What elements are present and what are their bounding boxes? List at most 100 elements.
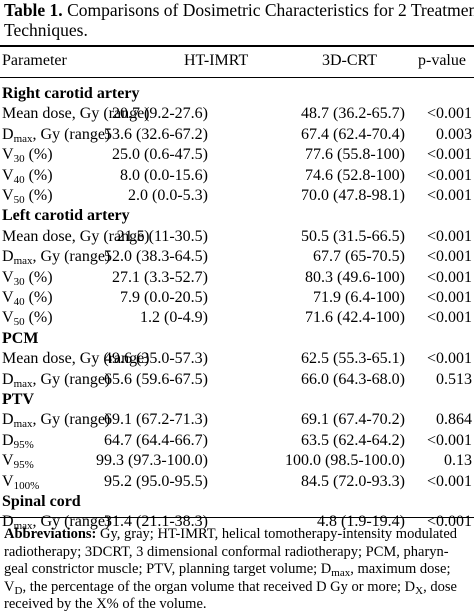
p-value: 0.513 [436,370,472,388]
table-row: Mean dose, Gy (range) 49.6 (35.0-57.3) 62.… [0,349,474,369]
table-row: V50 (%) 2.0 (0.0-5.3) 70.0 (47.8-98.1) <0.0… [0,186,474,206]
top-rule [0,45,474,47]
header-3d-crt: 3D-CRT [322,52,378,69]
crt-value: 63.5 (62.4-64.2) [301,431,405,449]
p-value: <0.001 [426,187,472,204]
parameter-symbol: V [2,309,14,327]
table-row: Dmax, Gy (range) 52.0 (38.3-64.5) 67.7 (65… [0,247,474,267]
crt-value: 66.0 (64.3-68.0) [301,370,405,388]
table-row: V40 (%) 8.0 (0.0-15.6) 74.6 (52.8-100) <0.0… [0,166,474,186]
parameter-subscript: 40 [13,296,25,308]
section-heading: Left carotid artery [2,207,130,225]
crt-value: 48.7 (36.2-65.7) [301,105,405,123]
p-value: <0.001 [426,431,472,449]
parameter-cell: V95% [2,451,34,471]
table-row: Mean dose, Gy (range) 20.7 (9.2-27.6) 48.7… [0,104,474,124]
crt-value: 50.5 (31.5-66.5) [301,227,405,245]
ht-imrt-value: 53.6 (32.6-67.2) [104,125,208,143]
ht-imrt-value: 25.0 (0.6-47.5) [112,146,208,164]
parameter-unit: (%) [24,166,53,184]
parameter-symbol: D [2,431,14,449]
parameter-symbol: V [2,146,14,164]
parameter-symbol: D [2,513,14,531]
crt-value: 71.9 (6.4-100) [313,289,405,306]
parameter-symbol: V [2,472,14,490]
parameter-symbol: D [2,248,14,266]
section-heading: Spinal cord [2,493,81,510]
parameter-unit: (%) [24,309,53,327]
p-value: <0.001 [426,166,472,184]
parameter-subscript: 30 [13,275,25,288]
ht-imrt-value: 99.3 (97.3-100.0) [96,452,208,470]
p-value: <0.001 [426,227,472,245]
p-value: <0.001 [426,350,472,368]
parameter-symbol: V [2,452,14,470]
abbreviations-line3: geal constrictor muscle; PTV, planning t… [4,561,332,577]
ht-imrt-value: 49.6 (35.0-57.3) [104,350,208,368]
parameter-cell: Dmax, Gy (range) [2,370,110,390]
table-row: V40 (%) 7.9 (0.0-20.5) 71.9 (6.4-100) <0.00… [0,288,474,308]
p-value: <0.001 [426,105,472,123]
parameter-cell: V40 (%) [2,166,53,186]
crt-value: 67.4 (62.4-70.4) [301,125,405,143]
p-value: 0.13 [444,452,472,470]
parameter-cell: V30 (%) [2,145,53,165]
table-row: V30 (%) 27.1 (3.3-52.7) 80.3 (49.6-100) <0.… [0,268,474,288]
p-value: 0.864 [436,411,472,429]
crt-value: 100.0 (98.5-100.0) [285,452,405,470]
crt-value: 70.0 (47.8-98.1) [301,187,405,204]
parameter-cell: Dmax, Gy (range) [2,125,110,145]
abbreviations-vd-symbol: V [4,578,15,595]
abbreviations-dx-sub: X [415,584,424,597]
crt-value: 80.3 (49.6-100) [305,268,405,286]
parameter-text: Mean dose, Gy (range) [2,350,150,368]
ht-imrt-value: 52.0 (38.3-64.5) [104,248,208,266]
parameter-subscript: max [13,418,33,431]
abbreviations-footnote: Abbreviations: Gy, gray; HT-IMRT, helica… [4,526,474,614]
parameter-unit: (%) [24,289,53,306]
ht-imrt-value: 65.6 (59.6-67.5) [104,370,208,388]
p-value: <0.001 [426,472,472,490]
parameter-unit: (%) [24,187,53,204]
abbreviations-line4-end: , dose [423,578,457,595]
abbreviations-line3-end: , maximum dose; [350,561,451,577]
parameter-symbol: V [2,268,14,286]
parameter-subscript: 100% [13,479,40,492]
parameter-subscript: max [13,132,33,145]
header-rule [0,77,474,78]
table-title: Table 1. Comparisons of Dosimetric Chara… [4,0,474,40]
parameter-unit: (%) [24,146,53,164]
table-row: Dmax, Gy (range) 69.1 (67.2-71.3) 69.1 (67… [0,410,474,430]
abbreviations-line5: received by the X% of the volume. [4,596,207,612]
parameter-text: Mean dose, Gy (range) [2,227,150,245]
parameter-cell: V50 (%) [2,308,53,328]
crt-value: 77.6 (55.8-100) [305,146,405,164]
abbreviations-label: Abbreviations: [4,526,97,542]
abbreviations-vd-sub: D [14,584,23,597]
section-heading: PTV [2,391,34,408]
parameter-text: Mean dose, Gy (range) [2,105,150,123]
parameter-cell: Mean dose, Gy (range) [2,104,150,124]
ht-imrt-value: 21.5 (11-30.5) [116,227,208,245]
parameter-unit: , Gy (range) [32,411,111,429]
parameter-subscript: 40 [13,173,25,186]
parameter-symbol: V [2,289,14,306]
crt-value: 62.5 (55.3-65.1) [301,350,405,368]
crt-value: 67.7 (65-70.5) [313,248,405,266]
parameter-symbol: D [2,125,14,143]
header-ht-imrt: HT-IMRT [184,52,249,69]
ht-imrt-value: 27.1 (3.3-52.7) [112,268,208,286]
parameter-unit: , Gy (range) [32,125,111,143]
parameter-cell: Mean dose, Gy (range) [2,227,150,247]
p-value: <0.001 [426,146,472,164]
header-p-value: p-value [418,52,466,69]
parameter-unit: , Gy (range) [32,370,111,388]
header-row: Parameter HT-IMRT 3D-CRT p-value [0,51,474,71]
parameter-symbol: V [2,166,14,184]
crt-value: 74.6 (52.8-100) [305,166,405,184]
ht-imrt-value: 1.2 (0-4.9) [140,309,208,327]
table-caption-line1: Comparisons of Dosimetric Characteristic… [67,0,474,20]
ht-imrt-value: 69.1 (67.2-71.3) [104,411,208,429]
table-row: V95% 99.3 (97.3-100.0) 100.0 (98.5-100.0) 0… [0,451,474,471]
p-value: <0.001 [426,289,472,306]
